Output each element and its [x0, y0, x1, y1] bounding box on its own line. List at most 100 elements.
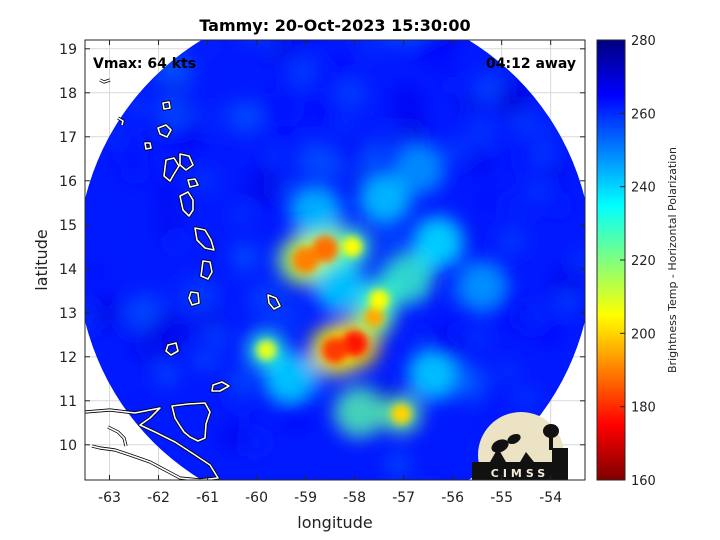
texture-blob — [532, 316, 565, 349]
y-tick-label: 11 — [59, 394, 77, 410]
texture-blob — [530, 182, 547, 198]
x-tick-label: -56 — [441, 490, 464, 506]
x-tick-label: -60 — [245, 490, 268, 506]
feature-northeast-band — [392, 141, 445, 194]
texture-blob — [221, 113, 245, 137]
texture-blob — [413, 40, 454, 70]
texture-blob — [465, 148, 495, 179]
texture-blob — [394, 233, 408, 247]
colorbar-ticks: 160 180 200 220 240 260 280 — [620, 34, 656, 489]
x-axis-label: longitude — [297, 513, 372, 532]
rain-bands — [246, 141, 509, 438]
colorbar-tick-label: 160 — [631, 474, 656, 489]
texture-blob — [296, 141, 336, 180]
feature-south-band-core — [341, 330, 368, 357]
feature-south-band-core-2 — [322, 337, 348, 364]
texture-blob — [337, 135, 369, 167]
texture-blob — [476, 190, 496, 210]
x-tick-label: -55 — [490, 490, 513, 506]
texture-blob — [266, 87, 306, 127]
texture-blob — [167, 232, 186, 252]
x-tick-label: -62 — [147, 490, 170, 506]
texture-blob — [85, 303, 100, 331]
feature-south-band-tail — [364, 307, 385, 328]
convective-cells — [256, 236, 412, 424]
texture-blob — [128, 395, 141, 408]
texture-blob — [271, 298, 308, 335]
texture-blob — [572, 251, 585, 270]
x-tick-label: -61 — [196, 490, 219, 506]
texture-blob — [130, 325, 170, 364]
x-tick-label: -57 — [392, 490, 415, 506]
texture-blob — [230, 240, 260, 270]
feature-center-warm — [313, 260, 366, 313]
x-tick-label: -58 — [343, 490, 366, 506]
texture-blob — [210, 349, 227, 365]
feature-eyewall-north-arc — [312, 236, 339, 262]
feature-eyewall-north-east — [342, 236, 363, 257]
texture-blob — [445, 75, 465, 95]
texture-blob — [163, 283, 197, 317]
texture-blob — [91, 299, 122, 331]
feature-east-far-band — [456, 260, 509, 313]
texture-blob — [129, 98, 146, 115]
feature-eyewall-north-hook — [292, 247, 319, 273]
swath-texture — [85, 40, 585, 480]
texture-blob — [260, 40, 280, 54]
feature-southwest-band — [264, 352, 317, 405]
texture-blob — [193, 351, 212, 370]
texture-blob — [327, 101, 361, 135]
feature-south-cell — [333, 385, 386, 438]
texture-blob — [472, 329, 488, 345]
y-axis-ticks: 10 11 12 13 14 15 16 17 18 19 — [59, 42, 585, 454]
texture-blob — [544, 192, 573, 221]
y-tick-label: 14 — [59, 262, 77, 278]
x-tick-label: -63 — [98, 490, 121, 506]
texture-blob — [193, 169, 217, 193]
texture-blob — [507, 105, 539, 138]
texture-blob — [274, 121, 297, 143]
y-tick-label: 16 — [59, 174, 77, 190]
y-tick-label: 10 — [59, 438, 77, 454]
texture-blob — [155, 93, 193, 131]
texture-blob — [409, 331, 428, 349]
texture-blob — [237, 319, 257, 338]
x-axis-ticks: -63 -62 -61 -60 -59 -58 -57 -56 -55 -54 — [98, 40, 562, 506]
colorbar-label: Brightness Temp - Horizontal Polarizatio… — [666, 147, 679, 373]
texture-blob — [154, 207, 182, 236]
feature-west-cell — [256, 340, 277, 361]
feature-southeast-cell — [391, 404, 412, 424]
texture-blob — [196, 112, 209, 125]
texture-blob — [464, 225, 478, 239]
y-tick-label: 13 — [59, 306, 77, 322]
texture-blob — [494, 358, 520, 384]
texture-blob — [234, 207, 250, 223]
texture-blob — [548, 162, 569, 183]
texture-blob — [199, 40, 217, 56]
colorbar-tick-label: 220 — [631, 254, 656, 269]
x-tick-label: -59 — [294, 490, 317, 506]
texture-blob — [281, 403, 313, 435]
coastlines — [85, 78, 282, 480]
texture-blob — [466, 119, 496, 150]
texture-blob — [238, 256, 253, 271]
texture-blob — [498, 227, 526, 255]
texture-blob — [439, 67, 452, 81]
texture-blob — [160, 191, 175, 206]
time-away-label: 04:12 away — [486, 56, 576, 72]
texture-blob — [109, 130, 123, 144]
y-tick-label: 17 — [59, 130, 77, 146]
texture-blob — [385, 449, 410, 475]
texture-blob — [355, 40, 392, 57]
texture-blob — [399, 119, 427, 147]
y-tick-label: 18 — [59, 86, 77, 102]
cimss-logo-text: CIMSS — [491, 467, 549, 480]
colorbar-tick-label: 260 — [631, 107, 656, 122]
texture-blob — [475, 72, 503, 101]
y-tick-label: 15 — [59, 218, 77, 234]
texture-blob — [460, 91, 481, 113]
y-tick-label: 19 — [59, 42, 77, 58]
texture-blob — [445, 320, 470, 345]
feature-east-band-2 — [411, 216, 464, 269]
